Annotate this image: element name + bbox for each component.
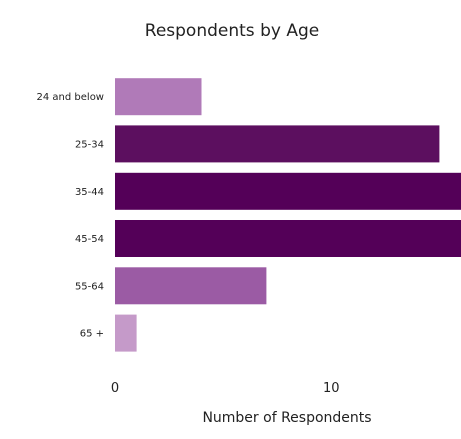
x-tick-label: 0 — [111, 381, 119, 396]
x-tick-label: 10 — [323, 381, 340, 396]
bar-45-54 — [115, 220, 461, 257]
bars-layer — [115, 78, 461, 352]
bar-35-44 — [115, 172, 461, 210]
y-tick-label: 65 + — [80, 329, 104, 340]
x-tick-labels: 0 10 — [111, 381, 340, 396]
y-tick-label: 55-64 — [75, 281, 104, 292]
x-axis-label: Number of Respondents — [202, 410, 371, 426]
y-tick-label: 45-54 — [75, 234, 104, 245]
bar-55-64 — [115, 267, 267, 305]
y-tick-labels: 24 and below 25-34 35-44 45-54 55-64 65 + — [37, 92, 104, 339]
bar-25-34 — [115, 125, 440, 163]
y-tick-label: 25-34 — [75, 139, 104, 150]
y-tick-label: 24 and below — [37, 92, 104, 103]
bar-24-and-below — [115, 78, 202, 116]
chart-title: Respondents by Age — [145, 21, 319, 41]
y-tick-label: 35-44 — [75, 187, 104, 198]
bar-65 — [115, 314, 137, 352]
